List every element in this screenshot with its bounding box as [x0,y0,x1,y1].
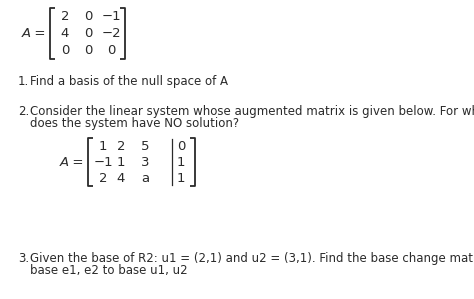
Text: 0: 0 [84,10,92,23]
Text: base e1, e2 to base u1, u2: base e1, e2 to base u1, u2 [30,264,188,277]
Text: 4: 4 [117,172,125,184]
Text: 2: 2 [117,140,125,152]
Text: 1: 1 [99,140,107,152]
Text: 0: 0 [84,44,92,57]
Text: 1: 1 [177,155,185,169]
Text: 3.: 3. [18,252,29,265]
Text: 1: 1 [117,155,125,169]
Text: does the system have NO solution?: does the system have NO solution? [30,117,239,130]
Text: 3: 3 [141,155,149,169]
Text: Given the base of R2: u1 = (2,1) and u2 = (3,1). Find the base change matrix fro: Given the base of R2: u1 = (2,1) and u2 … [30,252,474,265]
Text: 1: 1 [177,172,185,184]
Text: 2: 2 [61,10,69,23]
Text: 2.: 2. [18,105,29,118]
Text: a: a [141,172,149,184]
Text: 2: 2 [99,172,107,184]
Text: −1: −1 [101,10,121,23]
Text: 0: 0 [84,27,92,40]
Text: 5: 5 [141,140,149,152]
Text: 0: 0 [61,44,69,57]
Text: A =: A = [21,27,46,40]
Text: 1.: 1. [18,75,29,88]
Text: 0: 0 [177,140,185,152]
Text: Consider the linear system whose augmented matrix is given below. For what value: Consider the linear system whose augment… [30,105,474,118]
Text: A =: A = [60,155,84,169]
Text: 4: 4 [61,27,69,40]
Text: −1: −1 [93,155,113,169]
Text: Find a basis of the null space of A: Find a basis of the null space of A [30,75,228,88]
Text: −2: −2 [101,27,121,40]
Text: 0: 0 [107,44,115,57]
